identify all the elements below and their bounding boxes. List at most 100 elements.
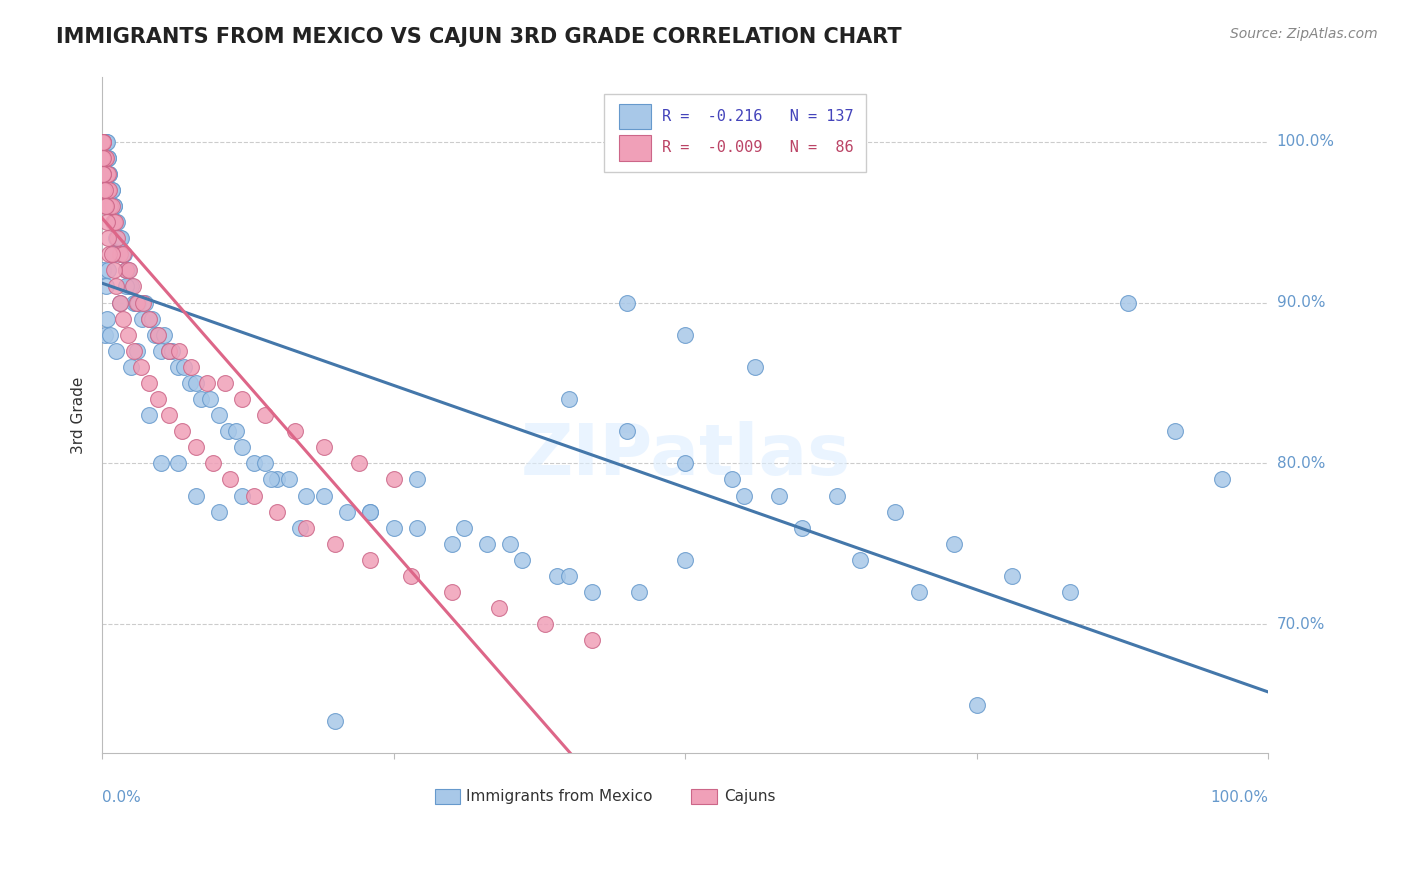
Point (93, 183, 115, 197)
Point (1164, 424, 1187, 438)
Point (966, 698, 988, 712)
Point (96, 151, 118, 165)
Point (138, 311, 160, 326)
Point (101, 199, 124, 213)
Point (616, 424, 638, 438)
Text: 0.0%: 0.0% (103, 790, 141, 805)
Point (100, 199, 122, 213)
Point (208, 408, 231, 422)
Point (441, 585, 464, 599)
Text: Immigrants from Mexico: Immigrants from Mexico (465, 789, 652, 804)
Point (907, 585, 929, 599)
Point (359, 505, 381, 519)
Point (114, 263, 136, 277)
Point (91, 135, 114, 149)
Point (138, 311, 160, 326)
Point (100, 327, 122, 342)
Point (93, 263, 115, 277)
Point (105, 343, 128, 358)
Point (108, 295, 131, 310)
Point (105, 231, 128, 245)
Point (94, 151, 117, 165)
Point (721, 473, 744, 487)
Point (94, 199, 117, 213)
Point (100, 199, 122, 213)
Text: 90.0%: 90.0% (1277, 295, 1326, 310)
Point (93, 151, 115, 165)
Point (231, 440, 253, 454)
Point (93, 151, 115, 165)
Point (127, 295, 149, 310)
Point (284, 424, 307, 438)
Point (254, 408, 277, 422)
Point (557, 392, 579, 406)
Point (96, 183, 118, 197)
Point (93, 327, 115, 342)
Point (100, 183, 122, 197)
Point (290, 521, 312, 535)
Point (120, 359, 142, 374)
Point (1001, 569, 1024, 583)
Point (91, 135, 114, 149)
Point (406, 521, 429, 535)
Point (93, 135, 115, 149)
Point (120, 279, 142, 293)
Point (93, 135, 115, 149)
Point (110, 231, 132, 245)
Point (359, 505, 381, 519)
Point (91, 135, 114, 149)
Point (104, 215, 127, 229)
Point (214, 376, 236, 390)
Point (117, 327, 139, 342)
Point (790, 521, 813, 535)
Point (93, 151, 115, 165)
Bar (692, 789, 717, 804)
Point (125, 295, 148, 310)
Point (91, 167, 114, 181)
Point (673, 553, 696, 567)
Point (401, 569, 423, 583)
Point (581, 585, 603, 599)
Point (94, 151, 117, 165)
Point (96, 167, 118, 181)
Point (105, 215, 128, 229)
Point (173, 359, 195, 374)
Point (112, 311, 135, 326)
Point (201, 457, 224, 471)
Point (91, 151, 114, 165)
Point (336, 505, 359, 519)
Point (167, 457, 190, 471)
Point (112, 247, 135, 261)
Point (96, 215, 118, 229)
Point (266, 505, 288, 519)
Point (499, 537, 522, 551)
Point (825, 489, 848, 503)
Point (122, 343, 145, 358)
Point (105, 215, 128, 229)
FancyBboxPatch shape (603, 95, 866, 172)
Point (100, 183, 122, 197)
Point (153, 327, 176, 342)
Point (768, 489, 790, 503)
Point (157, 408, 180, 422)
Point (96, 311, 118, 326)
Point (118, 263, 141, 277)
Text: 100.0%: 100.0% (1277, 135, 1334, 149)
Point (93, 135, 115, 149)
Point (180, 359, 202, 374)
Point (117, 263, 139, 277)
Point (91, 135, 114, 149)
Point (91, 135, 114, 149)
Point (96, 135, 118, 149)
Point (114, 279, 136, 293)
Point (112, 247, 135, 261)
Point (184, 440, 207, 454)
Point (103, 199, 125, 213)
Point (103, 199, 125, 213)
Point (441, 537, 464, 551)
Point (105, 231, 128, 245)
Point (97, 263, 120, 277)
Point (108, 231, 131, 245)
Point (219, 473, 242, 487)
Point (127, 295, 149, 310)
